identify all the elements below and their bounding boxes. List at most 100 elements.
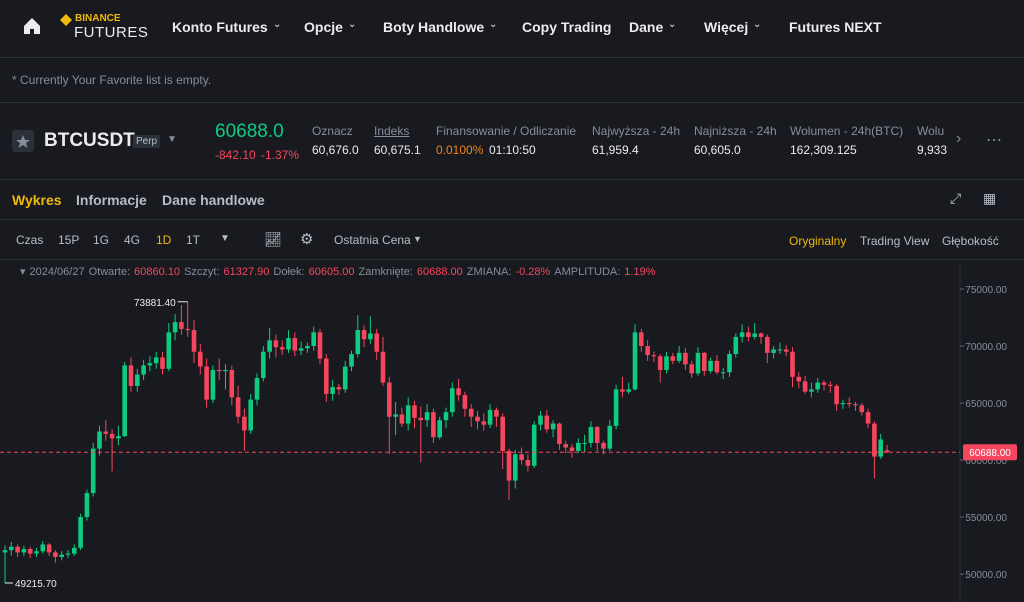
candle-body — [349, 354, 354, 367]
candle-body — [878, 439, 883, 457]
dropdown-arrow[interactable]: ▼ — [167, 134, 177, 145]
settings-icon[interactable]: ⚙ — [300, 231, 314, 248]
candle-body — [72, 547, 77, 554]
candle-body — [399, 414, 405, 424]
candle-body — [393, 414, 398, 417]
interval[interactable]: 4G — [124, 233, 141, 247]
scroll-right[interactable]: › — [956, 130, 962, 147]
symbol[interactable]: BTCUSDT — [44, 130, 135, 151]
home-icon[interactable] — [22, 16, 42, 36]
candle-body — [500, 416, 505, 451]
price-change-pct: -1.37% — [261, 148, 300, 162]
candle-body — [305, 346, 310, 349]
candle-body — [639, 332, 644, 347]
candle-body — [34, 551, 39, 554]
info-label: AMPLITUDA: — [554, 266, 621, 278]
interval[interactable]: 15P — [58, 233, 80, 247]
interval[interactable]: 1G — [93, 233, 110, 247]
candle-body — [588, 426, 594, 443]
stat-label: Wolu — [917, 124, 945, 138]
candle-body — [198, 351, 203, 367]
candle-body — [242, 416, 247, 431]
view[interactable]: Trading View — [860, 234, 930, 248]
price-change: -842.10 — [215, 148, 256, 162]
candle-body — [437, 420, 442, 438]
menu-item[interactable]: Futures NEXT — [789, 19, 882, 35]
candle-body — [563, 444, 568, 448]
view[interactable]: Głębokość — [942, 234, 999, 248]
candle-body — [330, 387, 335, 394]
tab[interactable]: Wykres — [12, 192, 62, 208]
candle-body — [147, 363, 153, 366]
menu-item[interactable]: Więcej — [704, 19, 749, 35]
price-type[interactable]: Ostatnia Cena — [334, 233, 411, 247]
candle-body — [689, 364, 694, 374]
interval[interactable]: 1T — [186, 233, 201, 247]
menu-item[interactable]: Boty Handlowe — [383, 19, 485, 35]
candle-body — [15, 546, 20, 553]
interval[interactable]: 1D — [156, 233, 172, 247]
menu-item[interactable]: Konto Futures — [172, 19, 268, 35]
candle-body — [657, 356, 663, 370]
candle-body — [695, 352, 701, 374]
candle-body — [166, 332, 172, 369]
candle-body — [777, 349, 783, 351]
candle-body — [481, 421, 487, 425]
candle-body — [494, 409, 499, 417]
tab[interactable]: Dane handlowe — [162, 192, 265, 208]
menu-item[interactable]: Dane — [629, 19, 664, 35]
candle-body — [317, 332, 323, 359]
candle-body — [840, 403, 846, 405]
candle-body — [324, 358, 329, 394]
view[interactable]: Oryginalny — [789, 234, 847, 248]
more-intervals[interactable]: ▼ — [220, 233, 230, 244]
y-tick-label: 60000.00 — [965, 456, 1007, 467]
candle-body — [210, 369, 216, 400]
candle-body — [765, 336, 770, 353]
stat-value: 61,959.4 — [592, 143, 639, 157]
candle-body — [834, 385, 839, 405]
divider — [0, 102, 1024, 103]
candle-body — [708, 360, 713, 372]
stat-label: Najwyższa - 24h — [592, 124, 681, 138]
candle-body — [462, 395, 468, 409]
menu-item[interactable]: Opcje — [304, 19, 343, 35]
candle-body — [229, 369, 235, 398]
divider — [0, 259, 1024, 260]
candle-body — [670, 356, 676, 361]
candle-body — [21, 548, 27, 553]
candle-body — [380, 351, 386, 383]
candle-body — [531, 424, 537, 466]
candle-body — [645, 346, 650, 356]
candle-body — [59, 554, 64, 557]
candle-body — [141, 365, 146, 375]
y-tick-label: 70000.00 — [965, 342, 1007, 353]
candle-body — [103, 431, 109, 434]
candle-body — [40, 544, 46, 552]
menu-item[interactable]: Copy Trading — [522, 19, 612, 35]
candle-body — [576, 442, 581, 451]
candle-body — [594, 426, 600, 443]
candle-body — [601, 442, 606, 449]
collapse: ▾ — [20, 266, 26, 278]
contract-tag: Perp — [133, 135, 161, 148]
candle-body — [506, 450, 512, 481]
y-tick-label: 65000.00 — [965, 399, 1007, 410]
interval[interactable]: Czas — [16, 233, 44, 247]
more[interactable]: ⋯ — [986, 132, 1002, 149]
candle-body — [752, 333, 757, 337]
candle-body — [456, 388, 461, 396]
candle-body — [758, 333, 764, 337]
favorite-star[interactable] — [12, 130, 34, 152]
candle-body — [676, 352, 682, 361]
last-price-label: 60688.00 — [969, 448, 1011, 459]
tab[interactable]: Informacje — [76, 192, 147, 208]
expand-icon[interactable]: ⤢ — [950, 190, 962, 206]
layout-icon[interactable]: ▦ — [983, 190, 997, 206]
indicator-icon[interactable]: 📈︎ — [264, 231, 282, 247]
candle-body — [771, 349, 776, 353]
candle-body — [418, 417, 424, 421]
stat-value: 60,675.1 — [374, 143, 421, 157]
candle-body — [84, 493, 90, 518]
candle-body — [128, 365, 134, 386]
